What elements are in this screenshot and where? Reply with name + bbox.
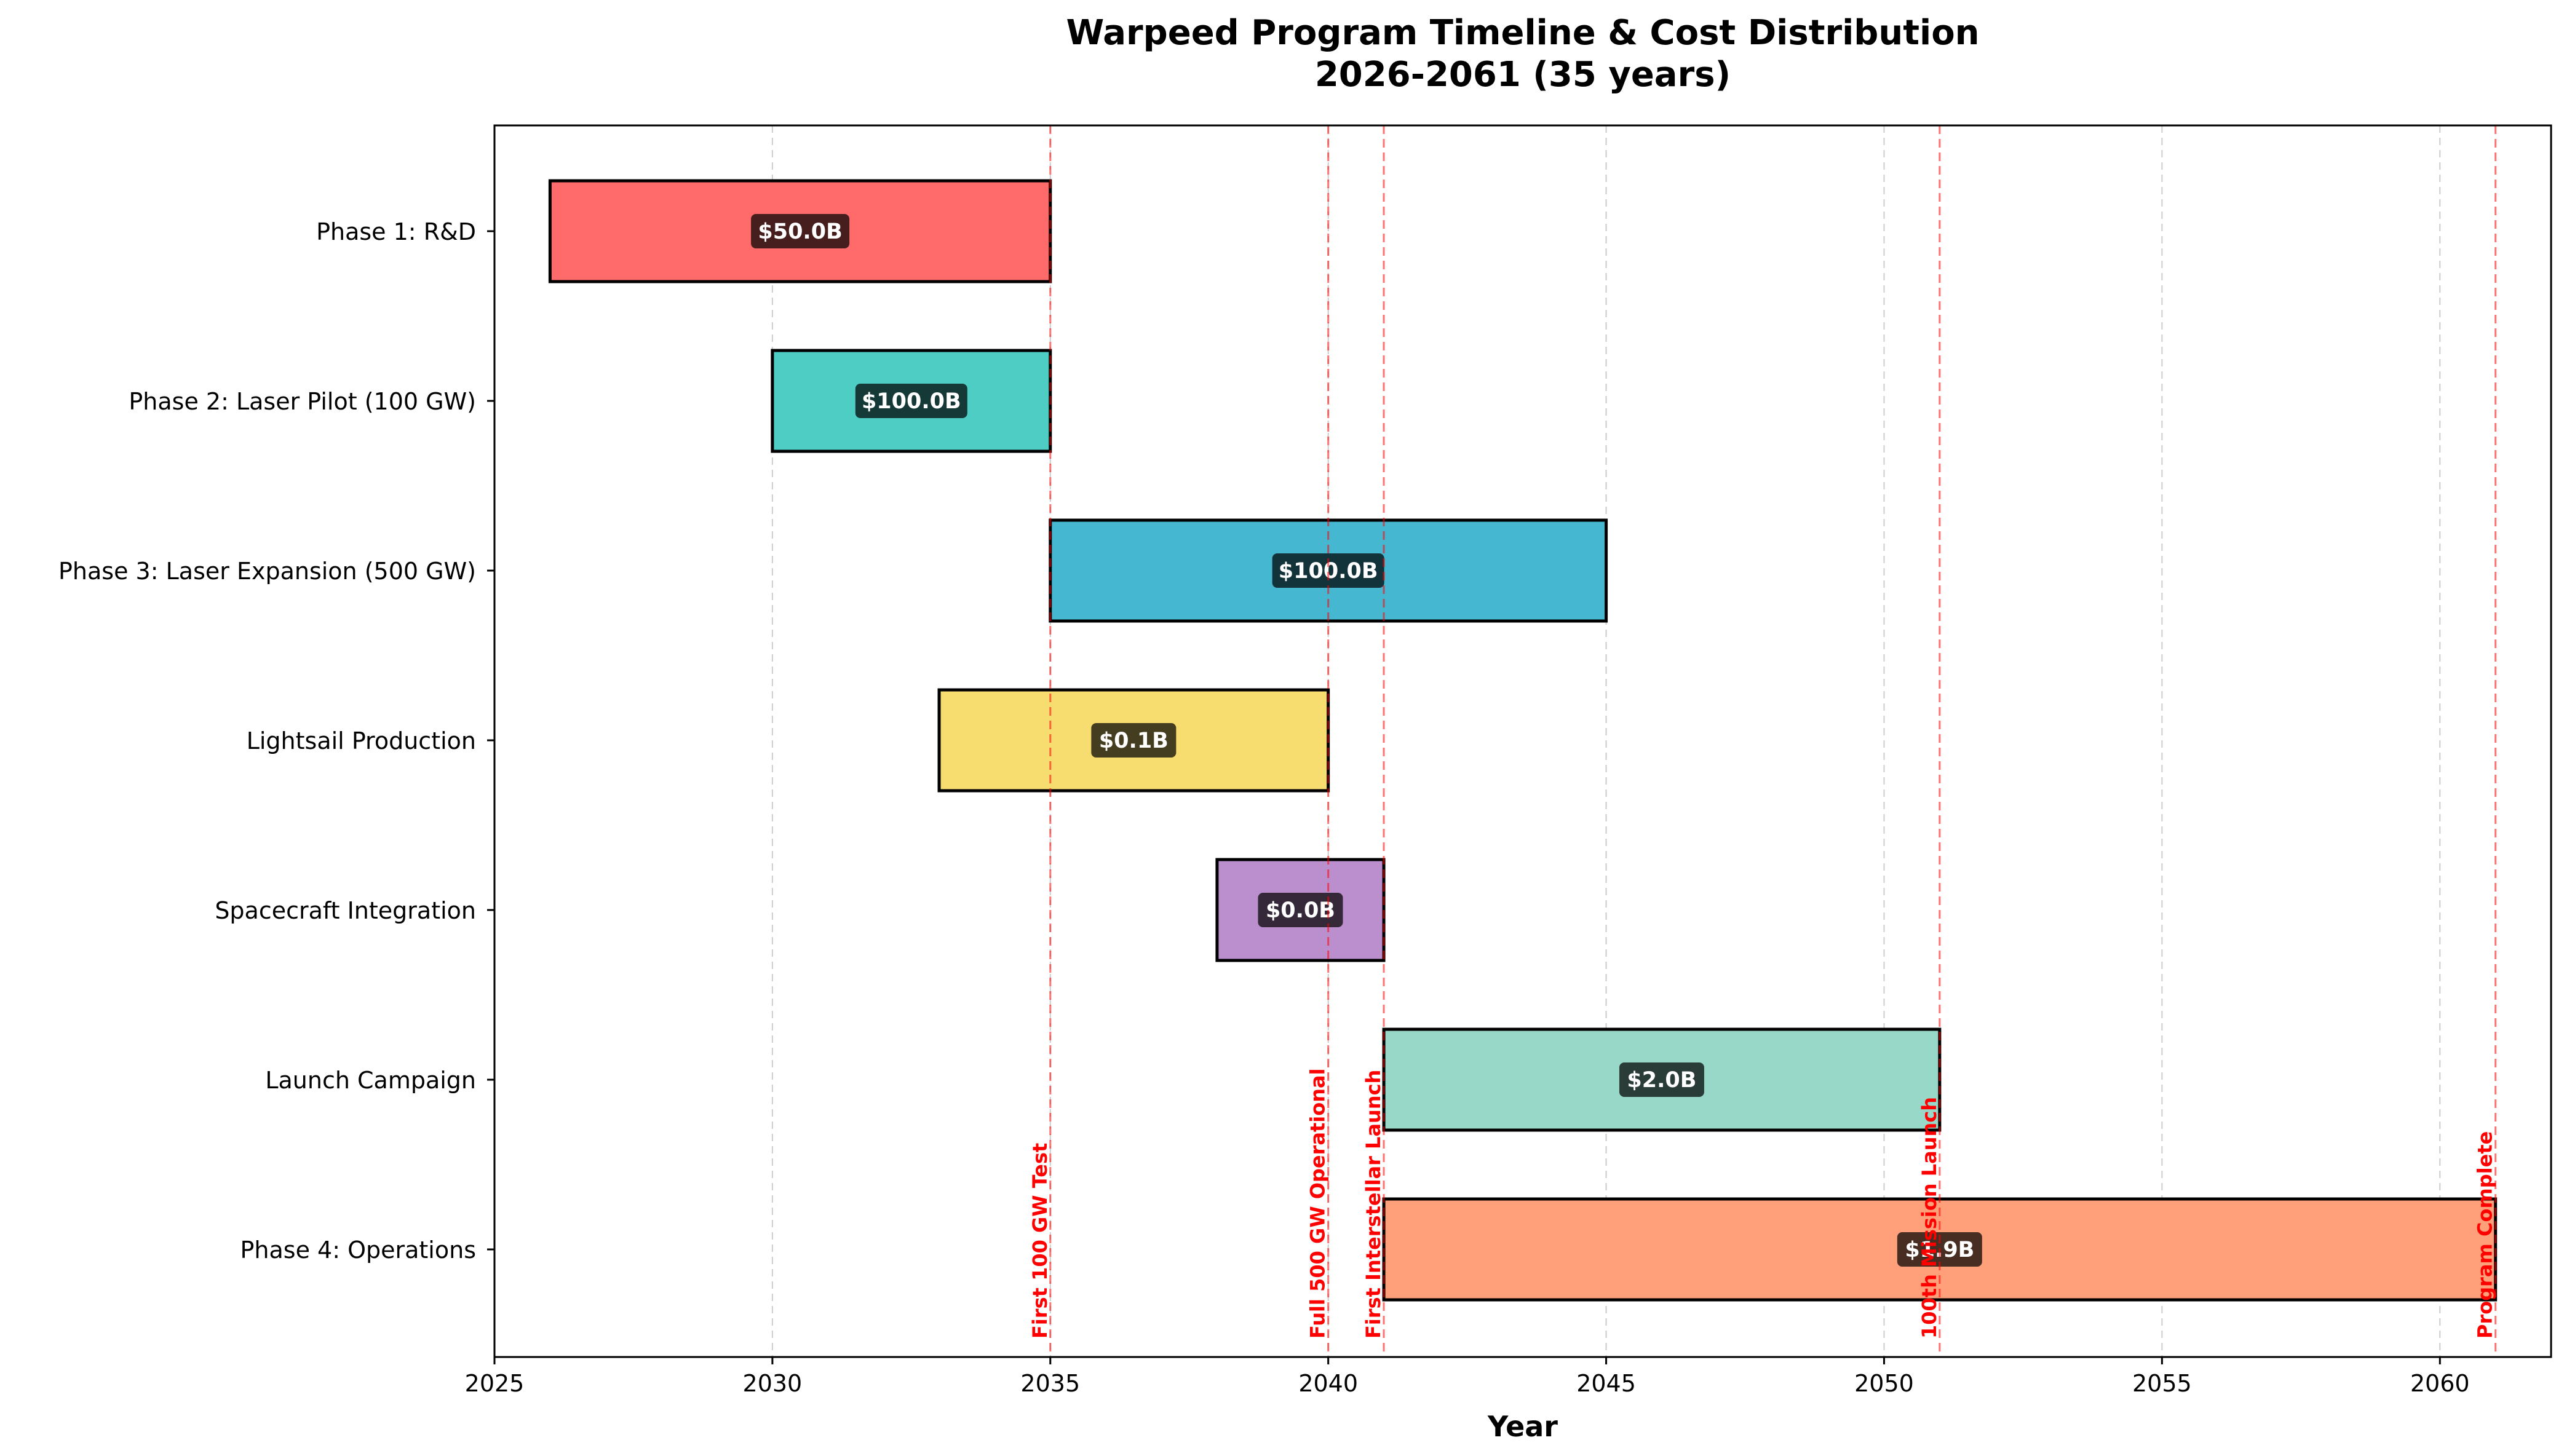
y-axis: Phase 1: R&D Phase 2: Laser Pilot (100 GW… xyxy=(58,218,494,1264)
x-tick-label-3: 2040 xyxy=(1298,1370,1358,1397)
task-cost-label-0: $50.0B xyxy=(758,220,842,244)
y-tick-label-2: Phase 3: Laser Expansion (500 GW) xyxy=(58,558,476,585)
x-tick-label-1: 2030 xyxy=(743,1370,803,1397)
task-cost-label-3: $0.1B xyxy=(1099,729,1169,753)
task-cost-badge-3 xyxy=(1091,723,1177,758)
task-cost-badge-0 xyxy=(751,214,850,248)
task-cost-label-4: $0.0B xyxy=(1266,898,1335,923)
x-axis: 2025 2030 2035 2040 2045 2050 2055 2060 xyxy=(465,1357,2470,1397)
x-tick-label-6: 2055 xyxy=(2132,1370,2192,1397)
task-cost-label-1: $100.0B xyxy=(862,389,961,414)
milestone-label-1: Full 500 GW Operational xyxy=(1306,1068,1330,1339)
task-cost-badge-5 xyxy=(1619,1062,1704,1097)
y-tick-label-1: Phase 2: Laser Pilot (100 GW) xyxy=(129,388,476,415)
y-tick-label-4: Spacecraft Integration xyxy=(215,897,476,924)
y-tick-label-5: Launch Campaign xyxy=(265,1067,476,1094)
milestone-label-4: Program Complete xyxy=(2474,1131,2497,1339)
x-tick-label-4: 2045 xyxy=(1576,1370,1636,1397)
y-tick-label-6: Phase 4: Operations xyxy=(240,1236,476,1264)
y-tick-label-0: Phase 1: R&D xyxy=(316,218,476,245)
x-tick-label-5: 2050 xyxy=(1854,1370,1914,1397)
task-cost-label-5: $2.0B xyxy=(1627,1068,1696,1093)
milestone-label-0: First 100 GW Test xyxy=(1028,1143,1052,1339)
chart-title: Warpeed Program Timeline & Cost Distribu… xyxy=(1066,13,1979,53)
task-cost-badge-2 xyxy=(1272,553,1384,588)
task-cost-badge-4 xyxy=(1258,893,1343,927)
y-tick-label-3: Lightsail Production xyxy=(247,727,476,754)
task-cost-badge-1 xyxy=(855,384,967,418)
x-tick-label-0: 2025 xyxy=(465,1370,525,1397)
milestone-lines: First 100 GW Test Full 500 GW Operational… xyxy=(1028,125,2497,1357)
x-tick-label-7: 2060 xyxy=(2410,1370,2470,1397)
milestone-label-2: First Interstellar Launch xyxy=(1362,1070,1385,1339)
x-tick-label-2: 2035 xyxy=(1020,1370,1080,1397)
x-axis-label: Year xyxy=(1487,1410,1558,1443)
milestone-label-3: 100th Mission Launch xyxy=(1918,1097,1941,1339)
chart-subtitle: 2026-2061 (35 years) xyxy=(1315,55,1731,95)
